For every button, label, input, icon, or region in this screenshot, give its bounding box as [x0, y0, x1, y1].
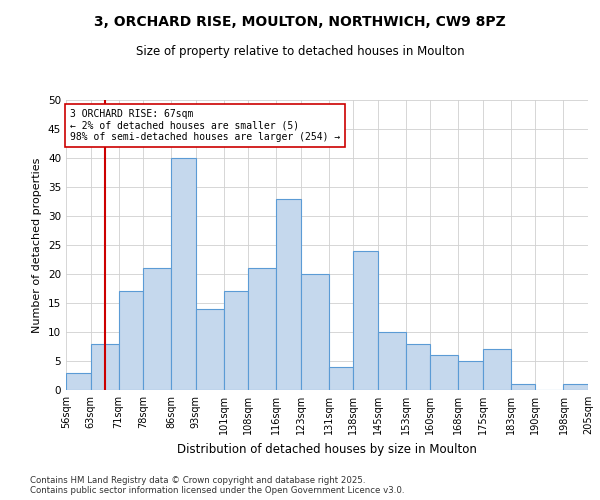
Y-axis label: Number of detached properties: Number of detached properties [32, 158, 43, 332]
Bar [329, 367, 353, 390]
Text: 3 ORCHARD RISE: 67sqm
← 2% of detached houses are smaller (5)
98% of semi-detach: 3 ORCHARD RISE: 67sqm ← 2% of detached h… [70, 108, 340, 142]
Bar [91, 344, 119, 390]
X-axis label: Distribution of detached houses by size in Moulton: Distribution of detached houses by size … [177, 442, 477, 456]
Bar [430, 355, 458, 390]
Bar [511, 384, 535, 390]
Bar [483, 350, 511, 390]
Bar [119, 292, 143, 390]
Bar [378, 332, 406, 390]
Bar [66, 372, 91, 390]
Text: Size of property relative to detached houses in Moulton: Size of property relative to detached ho… [136, 45, 464, 58]
Bar [458, 361, 483, 390]
Bar [143, 268, 171, 390]
Bar [276, 198, 301, 390]
Text: 3, ORCHARD RISE, MOULTON, NORTHWICH, CW9 8PZ: 3, ORCHARD RISE, MOULTON, NORTHWICH, CW9… [94, 15, 506, 29]
Bar [224, 292, 248, 390]
Bar [171, 158, 196, 390]
Text: Contains HM Land Registry data © Crown copyright and database right 2025.
Contai: Contains HM Land Registry data © Crown c… [30, 476, 404, 495]
Bar [301, 274, 329, 390]
Bar [248, 268, 276, 390]
Bar [353, 251, 378, 390]
Bar [563, 384, 588, 390]
Bar [196, 309, 224, 390]
Bar [406, 344, 430, 390]
